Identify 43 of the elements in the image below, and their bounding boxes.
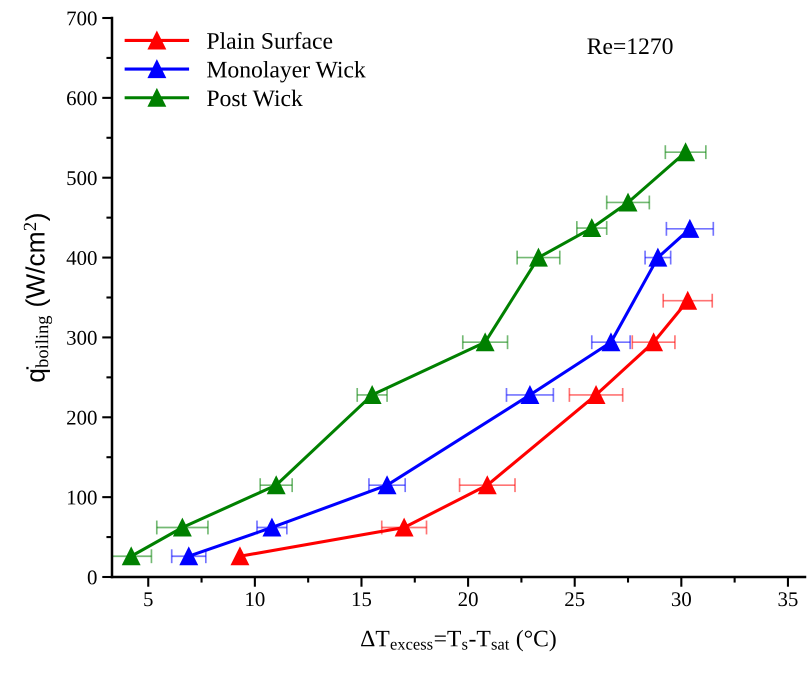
point	[644, 333, 663, 352]
point	[378, 476, 396, 494]
point	[648, 248, 667, 267]
point	[587, 386, 606, 404]
point	[478, 476, 496, 494]
y-tick-label: 700	[68, 11, 97, 26]
x-tick-label: 35	[778, 592, 798, 606]
x-tick-label: 30	[672, 592, 691, 606]
y-tick-label: 600	[67, 91, 97, 106]
point	[267, 476, 286, 494]
point	[173, 518, 192, 537]
y-tick-label: 0	[88, 570, 97, 584]
point	[618, 193, 638, 212]
x-tick-label: 25	[565, 592, 584, 606]
y-tick-label: 300	[67, 330, 97, 345]
x-tick-label: 10	[246, 592, 264, 606]
point	[680, 220, 699, 238]
point	[395, 518, 414, 537]
y-tick-label: 200	[67, 410, 97, 425]
y-tick-label: 500	[67, 171, 97, 186]
point	[230, 547, 249, 566]
point	[262, 518, 281, 537]
point	[363, 386, 382, 404]
point	[180, 547, 198, 566]
legend-label: Monolayer Wick	[207, 60, 366, 82]
point	[676, 143, 695, 162]
point	[678, 292, 697, 310]
point	[122, 547, 140, 566]
point	[520, 386, 539, 404]
annotation: Re=1270	[587, 38, 673, 54]
y-tick-label: 400	[66, 250, 97, 266]
legend-label: Post Wick	[207, 90, 303, 106]
x-tick-label: 20	[458, 592, 478, 606]
legend-label: Plain Surface	[207, 32, 332, 49]
point	[529, 248, 548, 267]
point	[582, 218, 601, 238]
x-axis-title: ΔT$_{excess}$=T$_{s}$-T$_{sat}$ (°C)	[361, 630, 556, 652]
point	[602, 333, 620, 352]
y-axis-title: q̇$_{boiling}$ (W/cm$^{2}$)	[24, 214, 52, 382]
point	[476, 333, 494, 352]
x-tick-label: 15	[352, 592, 372, 606]
y-tick-label: 100	[68, 490, 97, 505]
x-tick-label: 5	[144, 592, 153, 606]
